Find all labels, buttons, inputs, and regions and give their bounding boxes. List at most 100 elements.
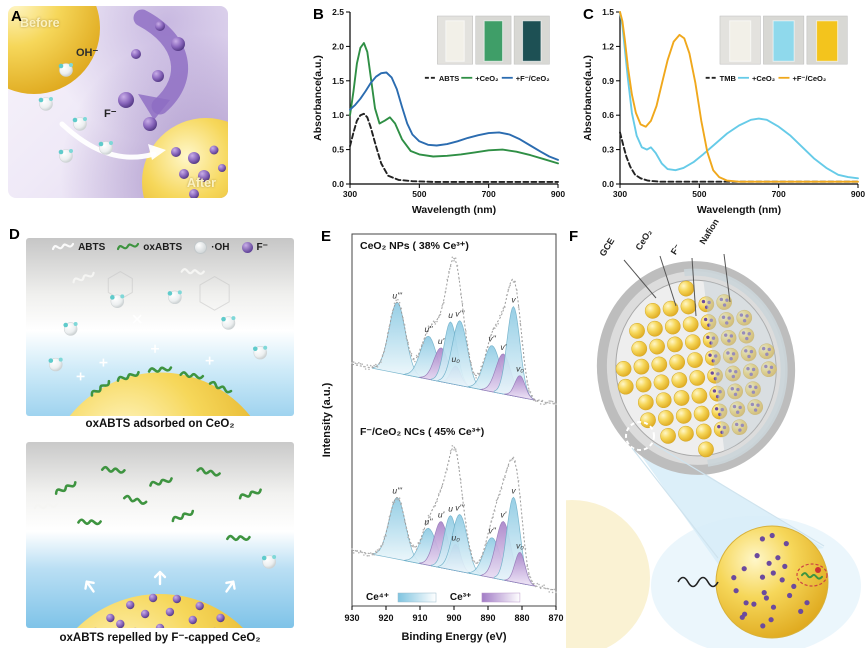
peak-label: u'''	[392, 486, 402, 496]
x-tick-label: 300	[613, 189, 627, 199]
fluoride-sphere	[131, 49, 141, 59]
y-tick-label: 1.5	[332, 76, 344, 86]
tmb-absorbance-chart: 300 500 700 900 0.0 0.3 0.6 0.9 1.2 1.5 TMB +CeO₂ +F…	[580, 4, 866, 218]
panel-f-electrode-schematic: F GCE CeO₂ F⁻ Nafion	[566, 217, 866, 648]
peak-label: v''	[488, 334, 496, 344]
x-tick-label: 700	[482, 189, 496, 199]
y-tick-label: 1.0	[332, 110, 344, 120]
panel-d-schematic: D ABTS oxABTS ·OH F⁻	[6, 224, 314, 648]
x-tick-label: 870	[548, 613, 563, 623]
caption-adsorbed: oxABTS adsorbed on CeO₂	[85, 418, 235, 430]
series-+CeO₂	[619, 11, 859, 180]
legend-item-oxabts: oxABTS	[117, 242, 182, 254]
xps-spectra-chart: 930 920 910 900 890 880 870 Binding Energy (eV)…	[318, 226, 566, 646]
panel-a-schematic: A Before After OH⁻ F⁻	[8, 6, 228, 198]
xps-svg: 930 920 910 900 890 880 870 Binding Energy (eV)…	[321, 233, 564, 643]
y-tick-label: 0.0	[602, 179, 614, 189]
y-tick-label: 0.9	[602, 76, 614, 86]
legend-label-oxabts: oxABTS	[143, 242, 183, 253]
legend-ce3: Ce³⁺	[450, 592, 471, 603]
x-tick-label: 700	[772, 189, 786, 199]
y-tick-label: 0.6	[602, 110, 614, 120]
x-tick-label: 910	[412, 613, 427, 623]
y-tick-label: 0.3	[602, 145, 614, 155]
peak-label: v''	[488, 526, 496, 536]
peak-label: v'	[500, 342, 506, 352]
series-+F⁻/CeO₂	[349, 71, 559, 161]
legend-label: +CeO₂	[475, 74, 498, 83]
series-ABTS	[349, 112, 559, 183]
peak-label: v'''	[455, 502, 464, 512]
y-tick-label: 0.0	[332, 179, 344, 189]
panel-letter-b: B	[313, 6, 324, 23]
peak-label: v'	[500, 509, 506, 519]
peak-label: u''	[425, 324, 433, 334]
y-axis-label: Intensity (a.u.)	[321, 382, 333, 457]
x-axis-label: Binding Energy (eV)	[401, 631, 506, 643]
before-sphere	[8, 6, 100, 94]
conversion-arrow	[133, 9, 189, 115]
panel-letter-a: A	[11, 8, 22, 25]
x-axis-label: Wavelength (nm)	[412, 204, 496, 216]
abts-spectra-svg: 300 500 700 900 0.0 0.5 1.0 1.5 2.0 2.5 ABTS +CeO₂ +…	[312, 7, 565, 216]
y-tick-label: 1.5	[602, 7, 614, 17]
panel-c-tmb-chart: C 300 500 700 900 0.0 0.3 0.6 0.9 1.2 1.5 TMB +CeO₂…	[580, 4, 866, 218]
spectrum-title: CeO₂ NPs ( 38% Ce³⁺)	[360, 240, 469, 252]
hydroxide-label: OH⁻	[76, 47, 99, 59]
legend-label-oh: ·OH	[211, 242, 230, 253]
y-axis-label: Absorbance(a.u.)	[312, 55, 324, 141]
adsorbed-scene-art	[26, 238, 294, 416]
y-tick-label: 2.0	[332, 41, 344, 51]
zoom-target-circle	[625, 421, 655, 451]
legend-label: +F⁻/CeO₂	[792, 74, 826, 83]
legend-item-abts: ABTS	[52, 242, 105, 254]
peak-label: u₀	[452, 532, 461, 542]
peak-label: v₀	[516, 364, 524, 374]
peak-label: u₀	[452, 354, 461, 364]
exchange-arrow	[59, 121, 157, 160]
fluoride-sphere	[152, 70, 164, 82]
panel-letter-f: F	[569, 228, 579, 245]
y-tick-label: 0.5	[332, 145, 344, 155]
repelled-scene	[26, 442, 294, 628]
fluoride-sphere	[143, 117, 157, 131]
x-tick-label: 900	[551, 189, 565, 199]
peak-label: u'''	[392, 290, 402, 300]
peak-v₀	[504, 552, 536, 587]
panel-letter-d: D	[9, 226, 20, 243]
panel-letter-c: C	[583, 6, 594, 23]
legend-label-abts: ABTS	[78, 242, 106, 253]
electrode-scene	[566, 253, 861, 648]
x-axis-label: Wavelength (nm)	[697, 204, 781, 216]
panel-letter-e: E	[321, 228, 332, 245]
before-label: Before	[20, 16, 60, 30]
wave-squiggle	[677, 576, 719, 588]
series-TMB	[619, 131, 859, 183]
x-tick-label: 300	[343, 189, 357, 199]
peak-label: v	[511, 295, 516, 305]
peak-label: u	[448, 310, 453, 320]
envelope	[351, 257, 557, 405]
y-axis-label: Absorbance(a.u.)	[582, 55, 594, 141]
legend-label: +F⁻/CeO₂	[516, 74, 550, 83]
x-tick-label: 500	[412, 189, 426, 199]
x-tick-label: 890	[480, 613, 495, 623]
ceo2-sphere	[69, 372, 251, 416]
after-label: After	[186, 176, 216, 190]
peak-label: v₀	[516, 540, 524, 550]
x-tick-label: 930	[344, 613, 359, 623]
peak-label: v	[511, 485, 516, 495]
fluoride-icon	[241, 242, 253, 253]
adsorbed-scene: ABTS oxABTS ·OH F⁻	[26, 238, 294, 416]
x-tick-label: 900	[446, 613, 461, 623]
legend-label: +CeO₂	[752, 74, 775, 83]
peak-label: u'	[438, 336, 445, 346]
panel-e-xps-chart: E 930 920 910 900 890 880 870 Binding Energy (e…	[318, 226, 566, 646]
oh-radical-icon	[194, 241, 208, 254]
fluoride-sphere	[155, 21, 165, 31]
legend-label: ABTS	[439, 74, 459, 83]
molecule-legend: ABTS oxABTS ·OH F⁻	[26, 241, 294, 254]
panel-b-abts-chart: B 300 500 700 900 0.0 0.5 1.0 1.5 2.0 2.5 ABTS +CeO…	[310, 4, 566, 218]
fluoride-sphere	[118, 92, 134, 108]
